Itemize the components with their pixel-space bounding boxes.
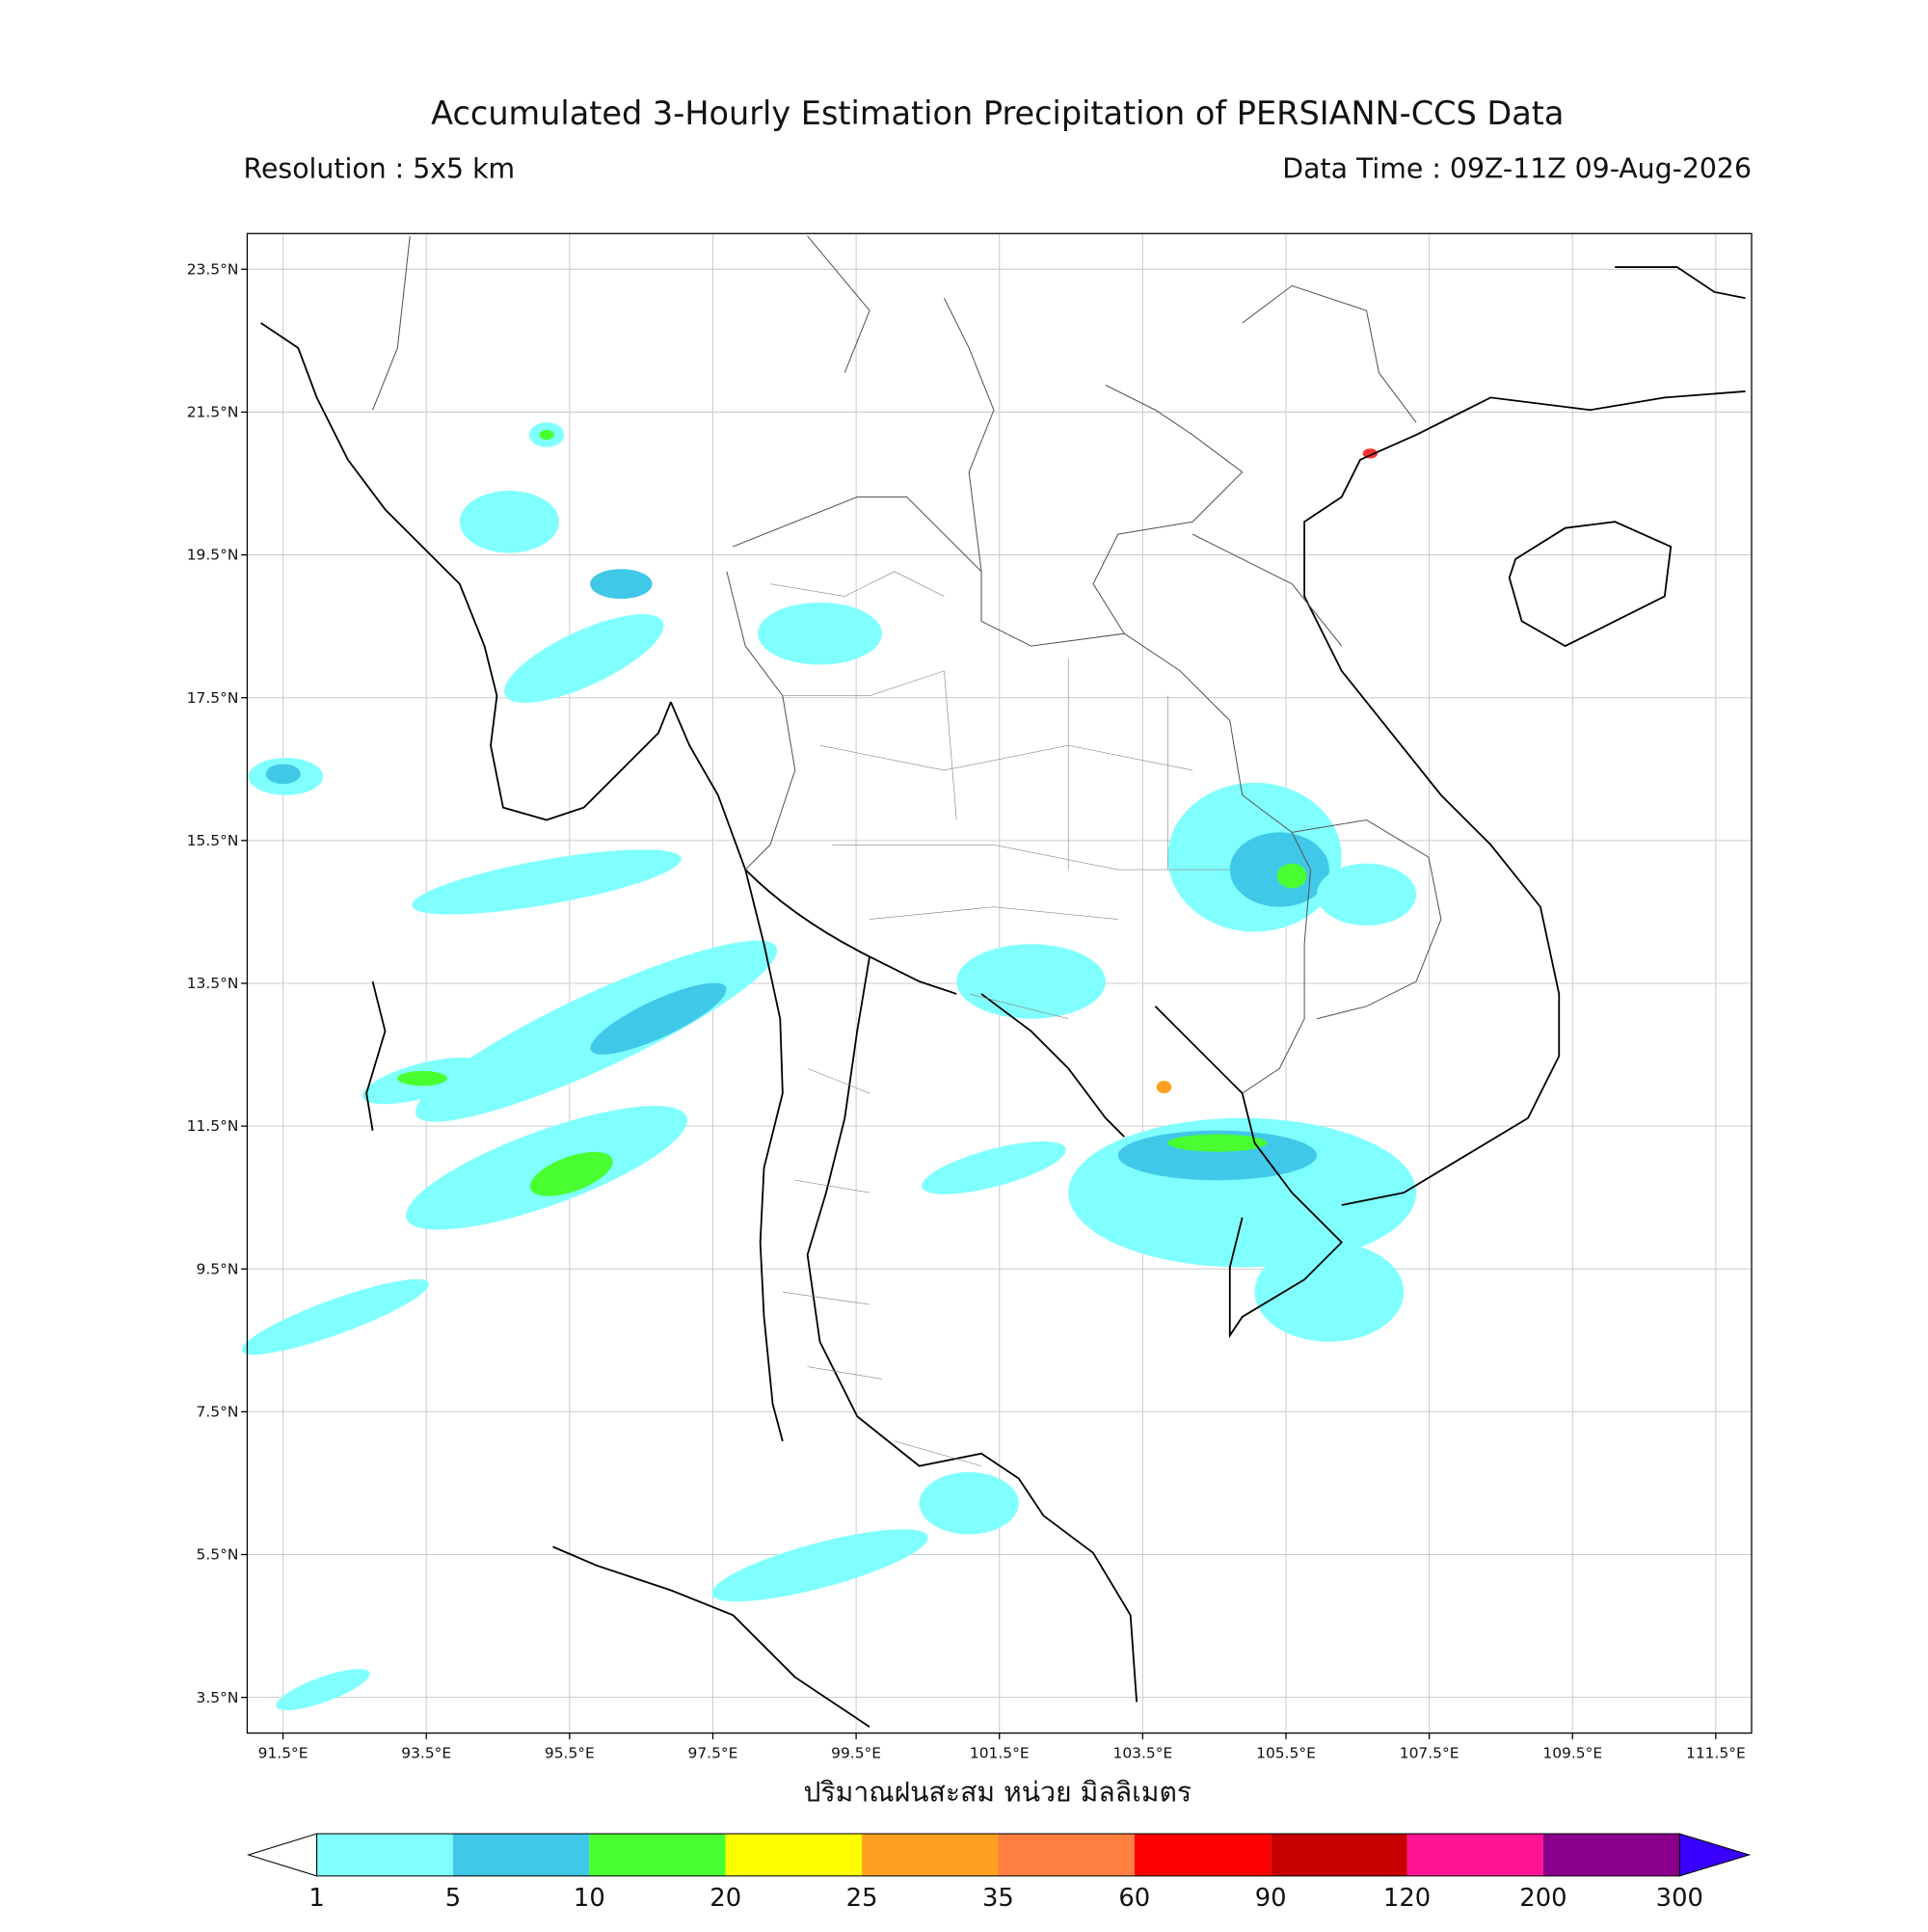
title: Accumulated 3-Hourly Estimation Precipit…: [431, 94, 1564, 132]
x-tick-label: 99.5°E: [831, 1744, 881, 1761]
colorbar-segment: [725, 1834, 863, 1876]
rain-area: [956, 944, 1106, 1019]
data-time: Data Time : 09Z-11Z 09-Aug-2026: [1282, 152, 1752, 184]
colorbar-label: ปริมาณฝนสะสม หน่วย มิลลิเมตร: [803, 1777, 1192, 1809]
coastlines: [260, 266, 1746, 1728]
borders: [372, 235, 1442, 1466]
colorbar-tick-label: 90: [1255, 1884, 1287, 1913]
y-tick-label: 23.5°N: [187, 260, 239, 278]
coastline: [260, 322, 672, 821]
x-tick-label: 105.5°E: [1256, 1744, 1316, 1761]
colorbar-segment: [589, 1834, 726, 1876]
colorbar-tick-label: 200: [1519, 1884, 1566, 1913]
coastline: [1615, 266, 1746, 300]
rain-area: [412, 849, 682, 915]
rain-area: [1316, 863, 1417, 926]
rain-area: [1156, 1081, 1172, 1094]
rain-area: [919, 1472, 1019, 1535]
colorbar-segment: [1542, 1834, 1680, 1876]
colorbar: 1 5 10 20 25 35 60 90 120 200 300: [246, 1833, 1752, 1913]
rain-area: [590, 569, 653, 600]
rain-area: [397, 1070, 447, 1087]
y-tick-label: 5.5°N: [197, 1546, 239, 1564]
rain-area: [539, 429, 554, 441]
colorbar-tick-label: 20: [710, 1884, 741, 1913]
colorbar-frame: [316, 1833, 1680, 1877]
rain-areas: [241, 422, 1417, 1710]
colorbar-segment: [1406, 1834, 1543, 1876]
x-tick-label: 93.5°E: [401, 1744, 451, 1761]
colorbar-tick-label: 35: [982, 1884, 1014, 1913]
x-tick-label: 111.5°E: [1686, 1744, 1746, 1761]
y-tick-label: 11.5°N: [187, 1117, 239, 1135]
colorbar-segment: [1271, 1834, 1407, 1876]
province-boundary: [769, 571, 1230, 1466]
colorbar-tick-label: 60: [1118, 1884, 1150, 1913]
y-tick-label: 19.5°N: [187, 547, 239, 564]
colorbar-segment: [1134, 1834, 1272, 1876]
colorbar-over: [1678, 1833, 1752, 1877]
rain-area: [276, 1669, 370, 1710]
rain-area: [529, 1151, 613, 1196]
colorbar-tick-label: 300: [1656, 1884, 1703, 1913]
y-tick-label: 9.5°N: [197, 1260, 239, 1277]
x-tick-label: 91.5°E: [258, 1744, 308, 1761]
rain-area: [1167, 1134, 1268, 1152]
colorbar-under: [246, 1833, 318, 1877]
x-tick-label: 103.5°E: [1112, 1744, 1172, 1761]
coastline: [1508, 521, 1673, 648]
grid: [247, 233, 1753, 1733]
rain-area: [1276, 863, 1307, 889]
coastline: [365, 980, 870, 1728]
y-tick-label: 15.5°N: [187, 832, 239, 849]
colorbar-tick-label: 25: [846, 1884, 878, 1913]
colorbar-tick-label: 1: [308, 1884, 324, 1913]
coastline: [980, 390, 1746, 1339]
rain-area: [265, 764, 301, 785]
border: [372, 235, 1442, 1094]
colorbar-tick-label: 120: [1383, 1884, 1431, 1913]
colorbar-segment: [862, 1834, 999, 1876]
x-tick-label: 109.5°E: [1542, 1744, 1602, 1761]
colorbar-segment: [998, 1834, 1135, 1876]
colorbar-segment: [316, 1834, 453, 1876]
x-tick-label: 107.5°E: [1400, 1744, 1459, 1761]
rain-area: [758, 603, 882, 665]
y-tick-label: 3.5°N: [197, 1689, 239, 1706]
y-tick-label: 13.5°N: [187, 975, 239, 992]
colorbar-tick-label: 5: [445, 1884, 461, 1913]
resolution: Resolution : 5x5 km: [244, 152, 516, 184]
x-tick-label: 97.5°E: [688, 1744, 738, 1761]
rain-area: [459, 491, 559, 553]
coastline: [670, 701, 1138, 1703]
rain-area: [504, 614, 664, 703]
rain-area: [241, 1278, 430, 1355]
rain-area: [590, 982, 727, 1055]
rain-area: [415, 940, 778, 1122]
x-tick-label: 95.5°E: [545, 1744, 595, 1761]
rain-area: [711, 1529, 928, 1602]
y-tick-label: 17.5°N: [187, 689, 239, 707]
x-tick-label: 101.5°E: [970, 1744, 1030, 1761]
axis-ticks: 91.5°E 93.5°E 95.5°E 97.5°E 99.5°E 101.5°E 103…: [187, 260, 1746, 1761]
rain-area: [1254, 1242, 1405, 1342]
y-tick-label: 7.5°N: [197, 1404, 239, 1421]
rain-area: [922, 1140, 1066, 1194]
colorbar-segment: [452, 1834, 590, 1876]
colorbar-tick-label: 10: [574, 1884, 605, 1913]
y-tick-label: 21.5°N: [187, 404, 239, 421]
rain-area: [1362, 448, 1379, 459]
